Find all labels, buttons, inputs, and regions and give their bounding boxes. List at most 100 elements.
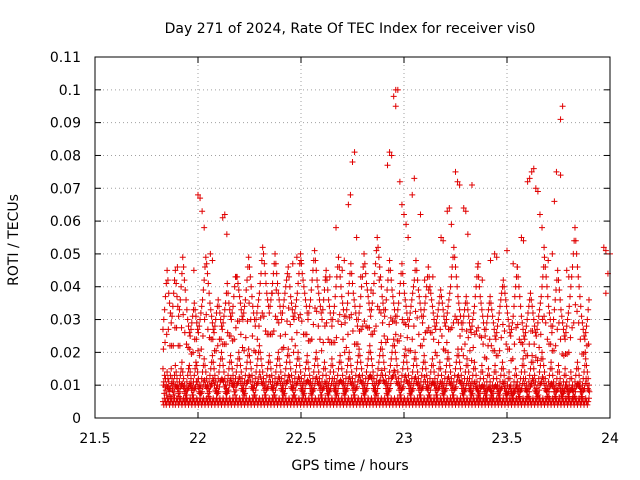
data-point bbox=[199, 208, 206, 215]
data-point bbox=[543, 273, 550, 280]
data-point bbox=[195, 329, 202, 336]
data-point bbox=[377, 309, 384, 316]
data-point bbox=[437, 365, 444, 372]
data-point bbox=[452, 264, 459, 271]
data-point bbox=[277, 369, 284, 376]
data-point bbox=[220, 319, 227, 326]
data-point bbox=[363, 385, 370, 392]
data-point bbox=[345, 201, 352, 208]
data-point bbox=[276, 355, 283, 362]
data-point bbox=[475, 324, 482, 331]
data-point bbox=[438, 234, 445, 241]
data-point bbox=[542, 319, 549, 326]
data-point bbox=[232, 392, 239, 399]
data-point bbox=[178, 365, 185, 372]
data-point bbox=[571, 224, 578, 231]
data-point bbox=[361, 250, 368, 257]
data-point bbox=[258, 362, 265, 369]
data-point bbox=[387, 267, 394, 274]
data-point bbox=[530, 165, 537, 172]
data-point bbox=[409, 336, 416, 343]
data-point bbox=[279, 382, 286, 389]
data-point bbox=[351, 296, 358, 303]
data-point bbox=[315, 323, 322, 330]
data-point bbox=[434, 313, 441, 320]
data-point bbox=[201, 316, 208, 323]
data-point bbox=[322, 365, 329, 372]
data-point bbox=[536, 306, 543, 313]
data-point bbox=[491, 250, 498, 257]
data-point bbox=[284, 270, 291, 277]
data-point bbox=[582, 355, 589, 362]
data-point bbox=[506, 323, 513, 330]
data-point bbox=[209, 336, 216, 343]
data-point bbox=[521, 369, 528, 376]
data-point bbox=[564, 316, 571, 323]
data-point bbox=[317, 303, 324, 310]
data-point bbox=[422, 293, 429, 300]
data-point bbox=[245, 254, 252, 261]
data-point bbox=[199, 388, 206, 395]
data-point bbox=[337, 273, 344, 280]
data-point bbox=[334, 390, 341, 397]
y-tick-labels: 0 0.01 0.02 0.03 0.04 0.05 0.06 0.07 0.08 0.09 0.1… bbox=[50, 50, 81, 427]
data-point bbox=[361, 260, 368, 267]
data-point bbox=[544, 336, 551, 343]
data-point bbox=[439, 378, 446, 385]
data-point bbox=[338, 321, 345, 328]
data-point bbox=[397, 332, 404, 339]
data-point bbox=[556, 369, 563, 376]
data-point bbox=[383, 378, 390, 385]
data-point bbox=[410, 323, 417, 330]
data-point bbox=[532, 378, 539, 385]
data-point bbox=[262, 328, 269, 335]
data-point bbox=[542, 375, 549, 382]
data-point bbox=[520, 362, 527, 369]
data-point bbox=[482, 326, 489, 333]
data-point bbox=[217, 316, 224, 323]
data-point bbox=[404, 334, 411, 341]
data-point bbox=[171, 388, 178, 395]
data-point bbox=[575, 273, 582, 280]
data-point bbox=[425, 324, 432, 331]
data-point bbox=[193, 336, 200, 343]
data-point bbox=[297, 250, 304, 257]
data-point bbox=[501, 283, 508, 290]
data-point bbox=[228, 316, 235, 323]
data-point bbox=[347, 362, 354, 369]
data-point bbox=[581, 336, 588, 343]
data-point bbox=[379, 346, 386, 353]
data-point bbox=[471, 331, 478, 338]
data-point bbox=[198, 346, 205, 353]
data-point bbox=[416, 382, 423, 389]
data-point bbox=[545, 257, 552, 264]
data-point bbox=[260, 250, 267, 257]
data-point bbox=[380, 359, 387, 366]
data-point bbox=[585, 382, 592, 389]
data-point bbox=[539, 316, 546, 323]
y-tick-label: 0.11 bbox=[50, 50, 81, 66]
data-point bbox=[432, 349, 439, 356]
data-point bbox=[253, 316, 260, 323]
data-point bbox=[462, 208, 469, 215]
data-point bbox=[514, 264, 521, 271]
data-point bbox=[389, 293, 396, 300]
data-point bbox=[288, 300, 295, 307]
data-point bbox=[272, 260, 279, 267]
data-point bbox=[301, 290, 308, 297]
data-point bbox=[270, 328, 277, 335]
data-point bbox=[559, 319, 566, 326]
data-point bbox=[244, 318, 251, 325]
data-point bbox=[552, 342, 559, 349]
data-point bbox=[367, 313, 374, 320]
data-point bbox=[210, 326, 217, 333]
data-point bbox=[235, 287, 242, 294]
data-point bbox=[403, 221, 410, 228]
data-point bbox=[359, 372, 366, 379]
data-point bbox=[220, 313, 227, 320]
data-point bbox=[174, 264, 181, 271]
data-point bbox=[503, 341, 510, 348]
data-point bbox=[387, 314, 394, 321]
data-point bbox=[414, 369, 421, 376]
data-point bbox=[236, 318, 243, 325]
